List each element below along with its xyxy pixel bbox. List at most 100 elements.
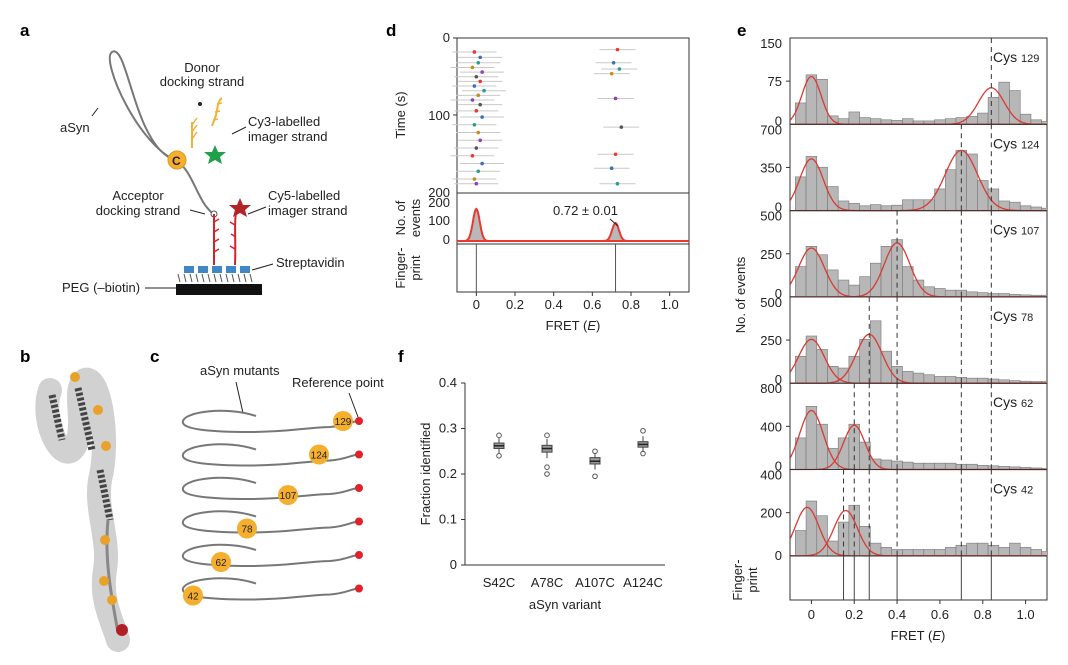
panel-d-trace: d 0 100 200 Time (s) 200 100 0 No. of ev…	[386, 21, 690, 333]
histogram-bar	[944, 547, 957, 557]
histogram-bar	[870, 320, 882, 384]
event-peak-fill	[600, 223, 631, 241]
mutant-chain	[181, 443, 359, 467]
cys-site-marker	[278, 485, 298, 505]
cy3-star-icon	[204, 145, 226, 164]
event-point	[474, 181, 479, 186]
d-ytick-100: 100	[428, 108, 450, 123]
histogram-bar	[1009, 201, 1021, 211]
label-streptavidin: Streptavidin	[276, 255, 345, 270]
label-asyn-mutants: aSyn mutants	[200, 363, 280, 378]
event-point	[609, 166, 614, 170]
e-row-bars	[790, 405, 1047, 471]
label-reference-point: Reference point	[292, 375, 384, 390]
e-row-bars	[790, 239, 1047, 298]
histogram-bar	[902, 461, 914, 470]
leader-mutants	[235, 381, 244, 414]
cys-site-marker	[211, 552, 231, 572]
leader-asyn	[91, 107, 99, 117]
histogram-bar	[870, 118, 882, 125]
histogram-bar	[912, 462, 925, 470]
histogram-bar	[1009, 542, 1021, 557]
e-ylabel: No. of events	[733, 256, 748, 333]
events-histogram-frame	[456, 192, 690, 245]
event-point	[470, 98, 475, 102]
mutant-chain	[181, 577, 359, 601]
reference-bead	[116, 624, 128, 636]
f-ytick-label: 0.3	[439, 421, 457, 436]
e-ytick-zero: 0	[775, 459, 782, 474]
e-fp-label-1: Finger-	[730, 559, 745, 600]
reference-point-dot	[355, 450, 363, 459]
d-xtick-label: 0.8	[622, 297, 640, 312]
d-xlabel: FRET (E)	[546, 318, 601, 333]
d-fingerprint-frame	[456, 243, 690, 293]
panel-letter-e: e	[737, 21, 746, 40]
e-ytick-mid: 250	[760, 333, 782, 348]
e-row-bars	[790, 74, 1047, 125]
histogram-bar	[934, 462, 946, 470]
histogram-bar	[912, 372, 925, 384]
histogram-bar	[923, 549, 935, 557]
leader-cy3	[231, 126, 247, 135]
histogram-bar	[1009, 90, 1021, 125]
event-point	[619, 125, 624, 129]
event-point	[478, 138, 483, 143]
histogram-bar	[1019, 547, 1032, 557]
coil-cartoon	[105, 519, 120, 633]
e-xtick-label: 0.8	[974, 607, 992, 622]
histogram-bar	[805, 246, 818, 298]
histogram-bar	[880, 119, 893, 125]
e-fp-label-2: print	[745, 567, 760, 593]
peg-brush	[177, 273, 253, 283]
f-xtick-label: A78C	[531, 575, 564, 590]
e-row-cys-129: 150 75 0 Cys 129	[760, 36, 1048, 128]
cy5-star-icon	[229, 198, 251, 217]
reference-point-dot	[355, 517, 363, 526]
event-point	[472, 50, 477, 54]
linker-chain	[177, 161, 215, 215]
e-ytick-mid: 250	[760, 247, 782, 262]
e-histogram-stack: 150 75 0 Cys 129 700 350 0 Cys 124 500 250 0 Cys 10…	[760, 36, 1048, 563]
e-ytick-zero: 0	[775, 372, 782, 387]
histogram-bar	[816, 166, 828, 211]
cysteine-label: C	[172, 154, 181, 168]
label-cy5-2: imager strand	[268, 203, 347, 218]
acceptor-strand-bases	[213, 218, 220, 253]
e-ytick-max: 400	[760, 468, 782, 483]
site-bead-3	[101, 441, 111, 451]
histogram-bar	[966, 542, 978, 557]
panel-f-fraction: f 0 0.1 0.2 0.3 0.4 Fraction identified S42C…	[398, 347, 665, 612]
histogram-bar	[805, 156, 818, 211]
f-xlabel: aSyn variant	[529, 597, 602, 612]
histogram-bar	[934, 288, 946, 298]
histogram-bar	[977, 542, 989, 557]
label-asyn: aSyn	[60, 120, 90, 135]
event-point	[478, 55, 483, 60]
mutant-chain	[181, 510, 359, 534]
event-point	[609, 71, 614, 76]
e-fingerprint-lines	[843, 556, 992, 600]
e-xtick-label: 0	[808, 607, 815, 622]
e-ytick-mid: 200	[760, 506, 782, 521]
histogram-bar	[859, 339, 871, 384]
d-fp-label-2: print	[408, 255, 423, 281]
e-xtick-label: 0.4	[888, 607, 906, 622]
e-ytick-zero: 0	[775, 200, 782, 215]
e-ytick-zero: 0	[775, 286, 782, 301]
e-ytick-max: 500	[760, 295, 782, 310]
histogram-bar	[870, 204, 882, 211]
f-outlier	[592, 473, 598, 480]
asyn-chain	[108, 50, 181, 163]
event-point	[480, 70, 484, 74]
e-row-label: Cys 124	[993, 135, 1039, 151]
cys-site-marker	[333, 411, 353, 431]
histogram-bar	[934, 119, 946, 125]
f-ytick-label: 0.1	[439, 512, 457, 527]
histogram-bar	[944, 169, 957, 211]
site-bead-1	[70, 372, 80, 382]
cysteine-marker	[167, 150, 187, 170]
d-event-points	[450, 47, 640, 186]
d-xtick-label: 1.0	[661, 297, 679, 312]
